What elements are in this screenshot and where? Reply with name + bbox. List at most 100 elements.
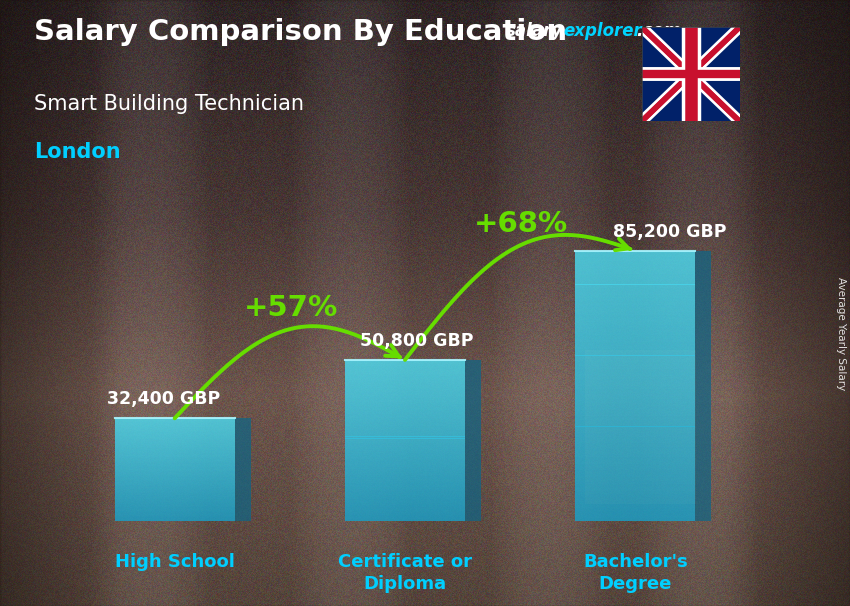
Bar <box>345 433 465 435</box>
Bar <box>345 380 465 382</box>
Bar <box>115 457 235 458</box>
Bar <box>575 356 695 359</box>
Bar <box>115 425 235 426</box>
Bar <box>115 520 235 521</box>
Bar <box>575 369 695 373</box>
Bar <box>115 426 235 427</box>
Text: +68%: +68% <box>474 210 568 238</box>
Bar <box>575 508 695 511</box>
Bar <box>345 479 465 481</box>
Bar <box>575 416 695 420</box>
Bar <box>345 360 465 362</box>
Bar <box>345 421 465 422</box>
Bar <box>115 510 235 511</box>
Bar <box>575 288 695 291</box>
Bar <box>115 462 235 464</box>
Bar <box>115 482 235 484</box>
Bar <box>115 449 235 450</box>
Bar <box>575 254 695 258</box>
Bar <box>345 404 465 406</box>
Bar <box>575 251 695 254</box>
Bar <box>345 418 465 421</box>
Bar <box>345 384 465 386</box>
Bar <box>575 332 695 335</box>
Bar <box>575 379 695 382</box>
Bar <box>575 518 695 521</box>
Bar <box>115 491 235 493</box>
Bar <box>345 372 465 374</box>
Bar <box>345 366 465 368</box>
Bar <box>345 394 465 396</box>
Bar <box>575 433 695 437</box>
Bar <box>115 433 235 434</box>
Text: explorer: explorer <box>564 22 643 41</box>
Bar <box>345 517 465 519</box>
Bar <box>575 487 695 491</box>
Bar <box>115 488 235 489</box>
Bar <box>575 413 695 416</box>
Bar <box>575 444 695 447</box>
Bar <box>345 400 465 402</box>
Bar <box>115 470 235 471</box>
Bar <box>345 481 465 483</box>
Bar <box>345 503 465 505</box>
Bar <box>575 427 695 430</box>
Bar <box>345 447 465 448</box>
Bar <box>115 431 235 433</box>
Bar <box>575 399 695 403</box>
Bar <box>575 268 695 271</box>
Bar <box>575 430 695 433</box>
Bar <box>575 494 695 498</box>
Bar <box>575 264 695 268</box>
Bar <box>115 514 235 516</box>
Bar <box>345 453 465 454</box>
Bar <box>115 427 235 428</box>
Bar <box>115 497 235 498</box>
Bar <box>115 480 235 481</box>
Bar <box>575 298 695 301</box>
Bar <box>115 422 235 424</box>
Bar <box>345 374 465 376</box>
Bar <box>115 487 235 488</box>
Polygon shape <box>695 251 711 521</box>
Bar <box>345 454 465 457</box>
Bar <box>345 427 465 428</box>
Bar <box>345 457 465 459</box>
Bar <box>575 348 695 352</box>
Bar <box>345 362 465 364</box>
Bar <box>115 435 235 436</box>
Bar <box>115 448 235 449</box>
Bar <box>575 271 695 275</box>
Bar <box>575 396 695 399</box>
Text: Average Yearly Salary: Average Yearly Salary <box>836 277 846 390</box>
Bar <box>575 504 695 508</box>
Text: 85,200 GBP: 85,200 GBP <box>613 222 727 241</box>
Bar <box>115 430 235 431</box>
Bar <box>575 311 695 315</box>
Bar <box>115 419 235 421</box>
Bar <box>575 457 695 461</box>
Bar <box>115 438 235 439</box>
Bar <box>345 468 465 471</box>
Bar <box>345 513 465 515</box>
Bar <box>575 464 695 467</box>
Bar <box>575 423 695 427</box>
Bar <box>575 275 695 278</box>
Bar <box>345 471 465 473</box>
Bar <box>575 447 695 450</box>
Bar <box>575 339 695 342</box>
Bar <box>115 458 235 459</box>
Bar <box>115 519 235 520</box>
Bar <box>575 284 695 288</box>
Bar <box>345 507 465 509</box>
Bar <box>115 441 235 443</box>
Bar <box>345 493 465 495</box>
Bar <box>115 481 235 482</box>
Bar <box>115 513 235 514</box>
Bar <box>345 368 465 370</box>
Bar <box>345 497 465 499</box>
Bar <box>345 392 465 394</box>
Polygon shape <box>465 360 481 521</box>
Bar <box>345 461 465 463</box>
Bar <box>575 382 695 386</box>
